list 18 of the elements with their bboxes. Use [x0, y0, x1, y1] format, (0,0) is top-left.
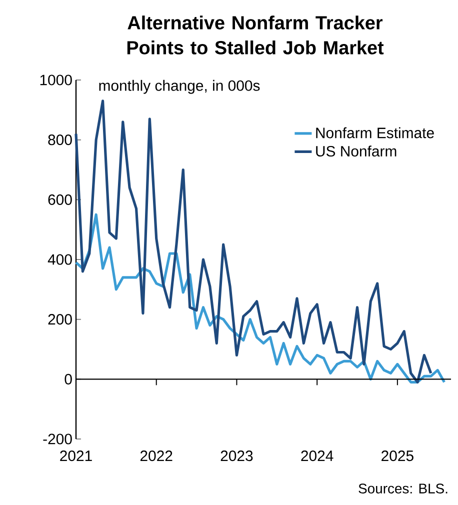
source-note: Sources: BLS.: [358, 484, 448, 494]
x-tick-label: 2021: [60, 450, 92, 462]
y-tick-label: 200: [48, 314, 72, 325]
y-tick-label: 1000: [40, 74, 72, 86]
y-tick-label: -200: [43, 434, 72, 444]
x-tick-label: 2024: [301, 450, 334, 462]
y-axis-title: monthly change, in 000s: [99, 80, 260, 94]
line-series: [74, 100, 432, 384]
x-tick-label: 2022: [140, 450, 172, 462]
y-tick-label: 0: [64, 374, 72, 384]
x-tick-label: 2025: [382, 450, 414, 462]
x-tick-label: 2023: [220, 450, 253, 462]
legend-label: Nonfarm Estimate: [316, 127, 434, 138]
y-tick-label: 400: [48, 254, 72, 265]
y-tick-label: 600: [48, 194, 72, 205]
legend-label: US Nonfarm: [316, 146, 396, 157]
y-tick-label: 800: [48, 134, 72, 146]
chart-title: Alternative Nonfarm Tracker Points to Stalled Job Market: [127, 16, 384, 54]
